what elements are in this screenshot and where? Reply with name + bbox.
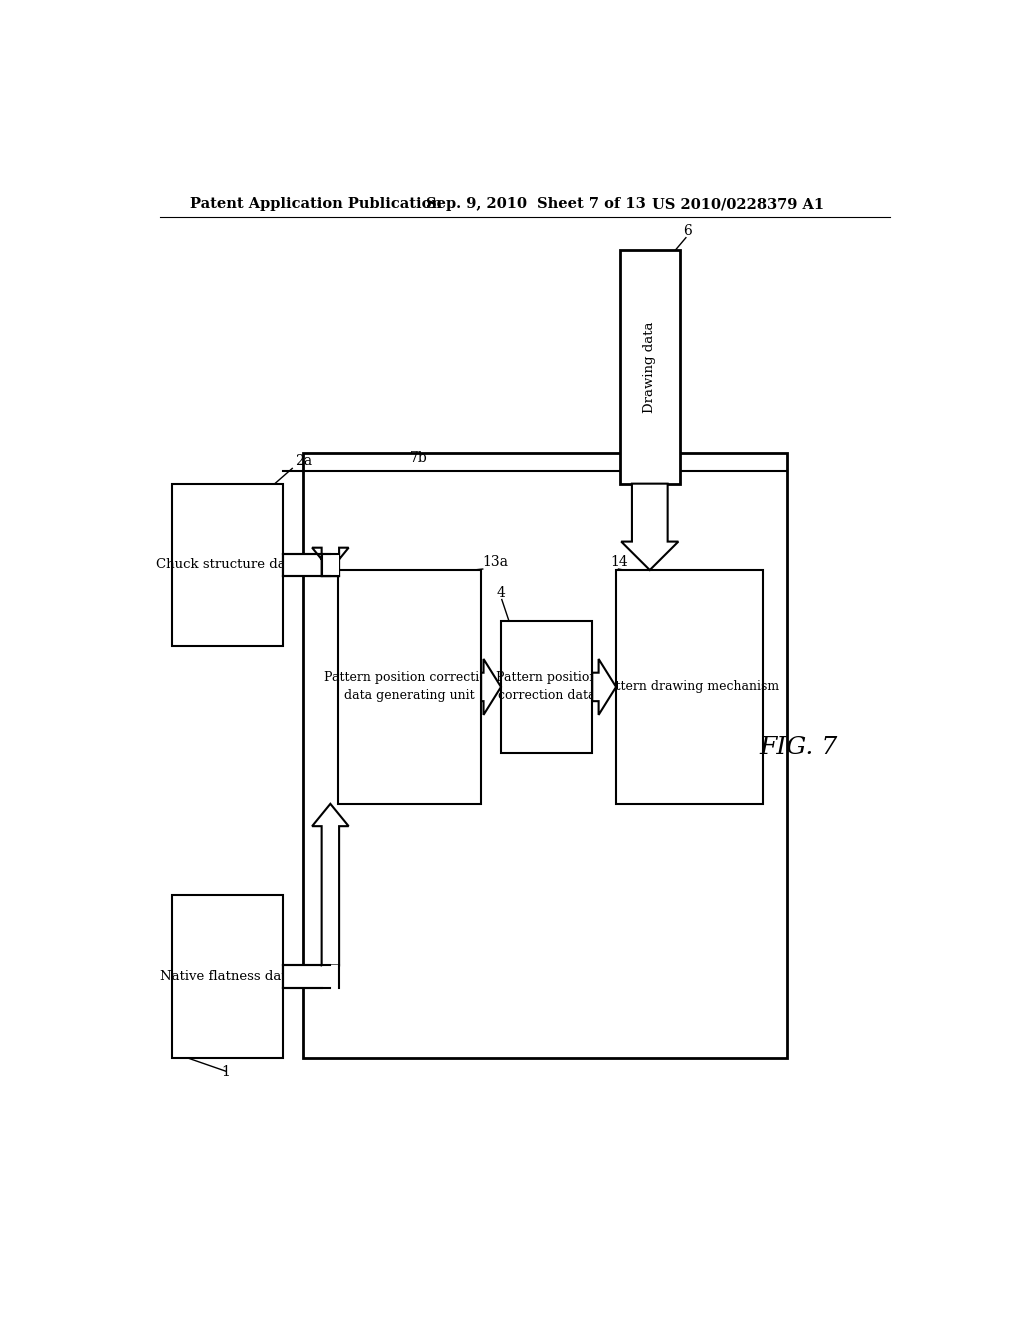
Text: Drawing data: Drawing data [643,321,656,413]
Text: FIG. 7: FIG. 7 [760,737,838,759]
Text: US 2010/0228379 A1: US 2010/0228379 A1 [652,197,824,211]
Polygon shape [592,659,616,715]
Text: 7b: 7b [410,451,427,466]
Text: Patent Application Publication: Patent Application Publication [189,197,442,211]
Text: Sep. 9, 2010: Sep. 9, 2010 [426,197,526,211]
Bar [283,965,331,987]
Bar [620,249,680,483]
Bar [338,570,481,804]
Text: 1: 1 [221,1065,230,1080]
Polygon shape [312,804,348,965]
Text: 6: 6 [684,223,692,238]
Bar [172,895,283,1057]
Bar [616,570,763,804]
Text: 2a: 2a [295,454,311,469]
Text: 4: 4 [497,586,506,599]
Text: Native flatness data: Native flatness data [160,970,295,983]
Text: Chuck structure data: Chuck structure data [156,558,299,572]
Bar [501,620,592,752]
Bar [283,554,331,576]
Text: Pattern position correction
data generating unit: Pattern position correction data generat… [325,672,495,702]
Text: 13a: 13a [482,554,509,569]
Polygon shape [312,548,348,576]
Bar [322,554,339,576]
Text: Pattern position
correction data: Pattern position correction data [496,672,597,702]
Text: Pattern drawing mechanism: Pattern drawing mechanism [600,680,779,693]
Text: Sheet 7 of 13: Sheet 7 of 13 [537,197,645,211]
Bar [303,453,786,1057]
Bar [172,483,283,647]
Text: 14: 14 [610,554,629,569]
Polygon shape [481,659,501,715]
Bar [322,965,339,987]
Polygon shape [622,483,678,570]
